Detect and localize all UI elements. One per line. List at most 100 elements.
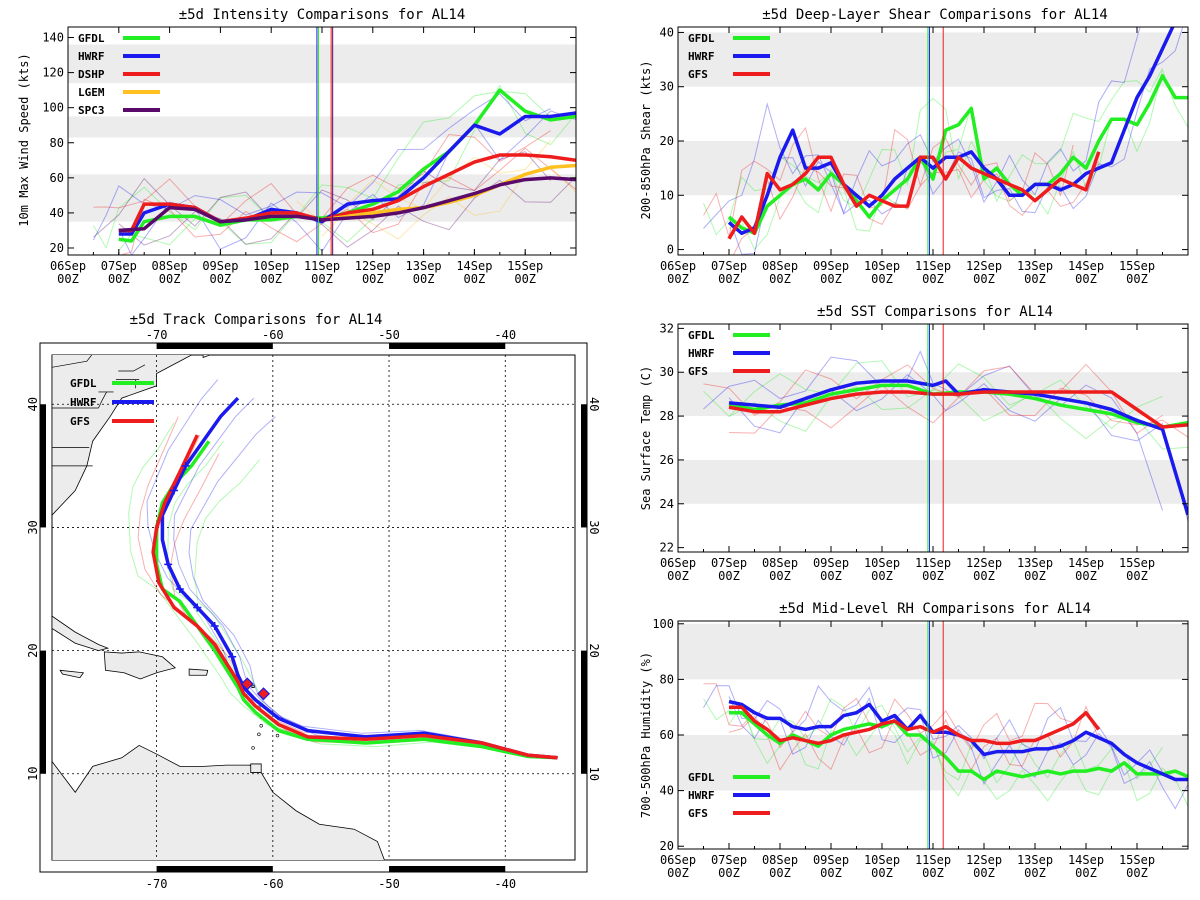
track-lat-label-left: 10 <box>26 767 40 781</box>
intensity-xtick-label-hour: 00Z <box>362 272 384 286</box>
track-series-hwrf <box>160 396 558 760</box>
rh-series-gfs <box>729 705 1101 746</box>
sst-legend-label-gfs: GFS <box>688 365 708 378</box>
track-island <box>257 732 261 737</box>
track-position-mark <box>240 677 254 691</box>
sst-band <box>678 459 1188 504</box>
rh-xtick-label-hour: 00Z <box>718 866 740 880</box>
rh-ytick-label: 100 <box>652 617 674 631</box>
sst-series-hwrf <box>728 379 1188 516</box>
track-island <box>251 746 255 750</box>
track-hwrf-marker <box>181 461 190 470</box>
intensity-xtick-label: 15Sep <box>507 259 543 273</box>
shear-xtick-label-hour: 00Z <box>1126 272 1148 286</box>
sst-ytick-label: 28 <box>660 409 674 423</box>
rh-xtick-label: 12Sep <box>966 853 1002 867</box>
track-lat-label-right: 20 <box>587 643 601 657</box>
rh-title: ±5d Mid-Level RH Comparisons for AL14 <box>779 601 1091 617</box>
rh-chart: ±5d Mid-Level RH Comparisons for AL14 70… <box>639 601 1189 880</box>
intensity-xtick-label: 13Sep <box>406 259 442 273</box>
rh-xtick-label-hour: 00Z <box>1075 866 1097 880</box>
rh-ghost-line-hwrf <box>703 685 1163 776</box>
shear-ytick-label: 40 <box>660 25 674 39</box>
sst-xtick-label-hour: 00Z <box>973 569 995 583</box>
shear-ghost-line-hwrf <box>728 27 1184 255</box>
intensity-xtick-label: 09Sep <box>202 259 238 273</box>
intensity-xtick-label: 07Sep <box>101 259 137 273</box>
track-lat-label-left: 20 <box>26 643 40 657</box>
rh-series-group <box>703 683 1188 810</box>
sst-xtick-label-hour: 00Z <box>820 569 842 583</box>
intensity-legend-label-dshp: DSHP <box>78 68 105 81</box>
track-hwrf-marker <box>164 560 173 569</box>
intensity-xtick-label: 08Sep <box>152 259 188 273</box>
intensity-ytick-label: 80 <box>50 136 64 150</box>
track-lon-label-top: -40 <box>494 328 516 342</box>
track-hwrf-marker <box>193 603 202 612</box>
sst-xtick-label: 13Sep <box>1017 556 1053 570</box>
shear-legend-label-hwrf: HWRF <box>688 50 715 63</box>
sst-xtick-label-hour: 00Z <box>667 569 689 583</box>
intensity-xtick-label-hour: 00Z <box>311 272 333 286</box>
intensity-band <box>68 116 576 138</box>
sst-xtick-label-hour: 00Z <box>1126 569 1148 583</box>
sst-ghost-line-gfs <box>703 363 1163 435</box>
sst-xtick-label-hour: 00Z <box>769 569 791 583</box>
sst-xtick-label: 08Sep <box>762 556 798 570</box>
track-frame-bar-left <box>40 404 46 528</box>
track-state-line <box>52 355 93 368</box>
intensity-ylabel: 10m Max Wind Speed (kts) <box>17 53 31 226</box>
track-lat-label-right: 10 <box>587 767 601 781</box>
intensity-legend-label-gfdl: GFDL <box>78 32 105 45</box>
shear-series-group <box>703 27 1188 255</box>
track-state-line <box>118 364 146 372</box>
track-frame-bar-right <box>581 650 587 774</box>
intensity-ghost-line-gfdl <box>118 84 576 251</box>
sst-ytick-label: 32 <box>660 321 674 335</box>
intensity-series-group <box>92 84 576 255</box>
shear-xtick-label-hour: 00Z <box>973 272 995 286</box>
intensity-xtick-label: 11Sep <box>304 259 340 273</box>
intensity-xtick-label-hour: 00Z <box>108 272 130 286</box>
rh-ghost-line-gfs <box>703 683 1074 751</box>
rh-ytick-label: 80 <box>660 672 674 686</box>
shear-ytick-label: 30 <box>660 80 674 94</box>
intensity-ghost-line-gfdl <box>92 90 551 250</box>
intensity-xtick-label: 10Sep <box>253 259 289 273</box>
shear-xtick-label: 07Sep <box>711 259 747 273</box>
rh-xtick-label-hour: 00Z <box>769 866 791 880</box>
intensity-xtick-label-hour: 00Z <box>260 272 282 286</box>
shear-chart: ±5d Deep-Layer Shear Comparisons for AL1… <box>639 7 1189 286</box>
track-lon-label-bottom: -70 <box>146 877 168 891</box>
rh-xtick-label: 07Sep <box>711 853 747 867</box>
shear-xtick-label-hour: 00Z <box>922 272 944 286</box>
rh-xtick-label: 14Sep <box>1068 853 1104 867</box>
intensity-legend-label-hwrf: HWRF <box>78 50 105 63</box>
rh-legend-label-hwrf: HWRF <box>688 789 715 802</box>
sst-ytick-label: 24 <box>660 497 674 511</box>
sst-xtick-label-hour: 00Z <box>718 569 740 583</box>
shear-xtick-label-hour: 00Z <box>769 272 791 286</box>
track-landmass-group <box>52 355 385 860</box>
rh-xtick-label-hour: 00Z <box>1024 866 1046 880</box>
sst-xtick-label-hour: 00Z <box>871 569 893 583</box>
rh-xtick-label: 11Sep <box>915 853 951 867</box>
intensity-ytick-label: 140 <box>42 31 64 45</box>
intensity-xtick-label-hour: 00Z <box>514 272 536 286</box>
rh-xtick-label-hour: 00Z <box>1126 866 1148 880</box>
rh-ylabel: 700-500hPa Humidity (%) <box>639 652 653 818</box>
shear-xtick-label-hour: 00Z <box>718 272 740 286</box>
intensity-ytick-label: 40 <box>50 206 64 220</box>
shear-series-gfs <box>727 151 1101 240</box>
track-lon-label-bottom: -40 <box>494 877 516 891</box>
intensity-legend-label-lgem: LGEM <box>78 86 105 99</box>
rh-xtick-label: 10Sep <box>864 853 900 867</box>
sst-xtick-label: 14Sep <box>1068 556 1104 570</box>
track-island <box>259 724 263 728</box>
shear-xtick-label: 15Sep <box>1119 259 1155 273</box>
shear-ytick-label: 0 <box>667 243 674 257</box>
rh-ytick-label: 40 <box>660 784 674 798</box>
track-landmass <box>251 684 255 688</box>
intensity-xtick-label-hour: 00Z <box>57 272 79 286</box>
sst-ytick-label: 26 <box>660 453 674 467</box>
